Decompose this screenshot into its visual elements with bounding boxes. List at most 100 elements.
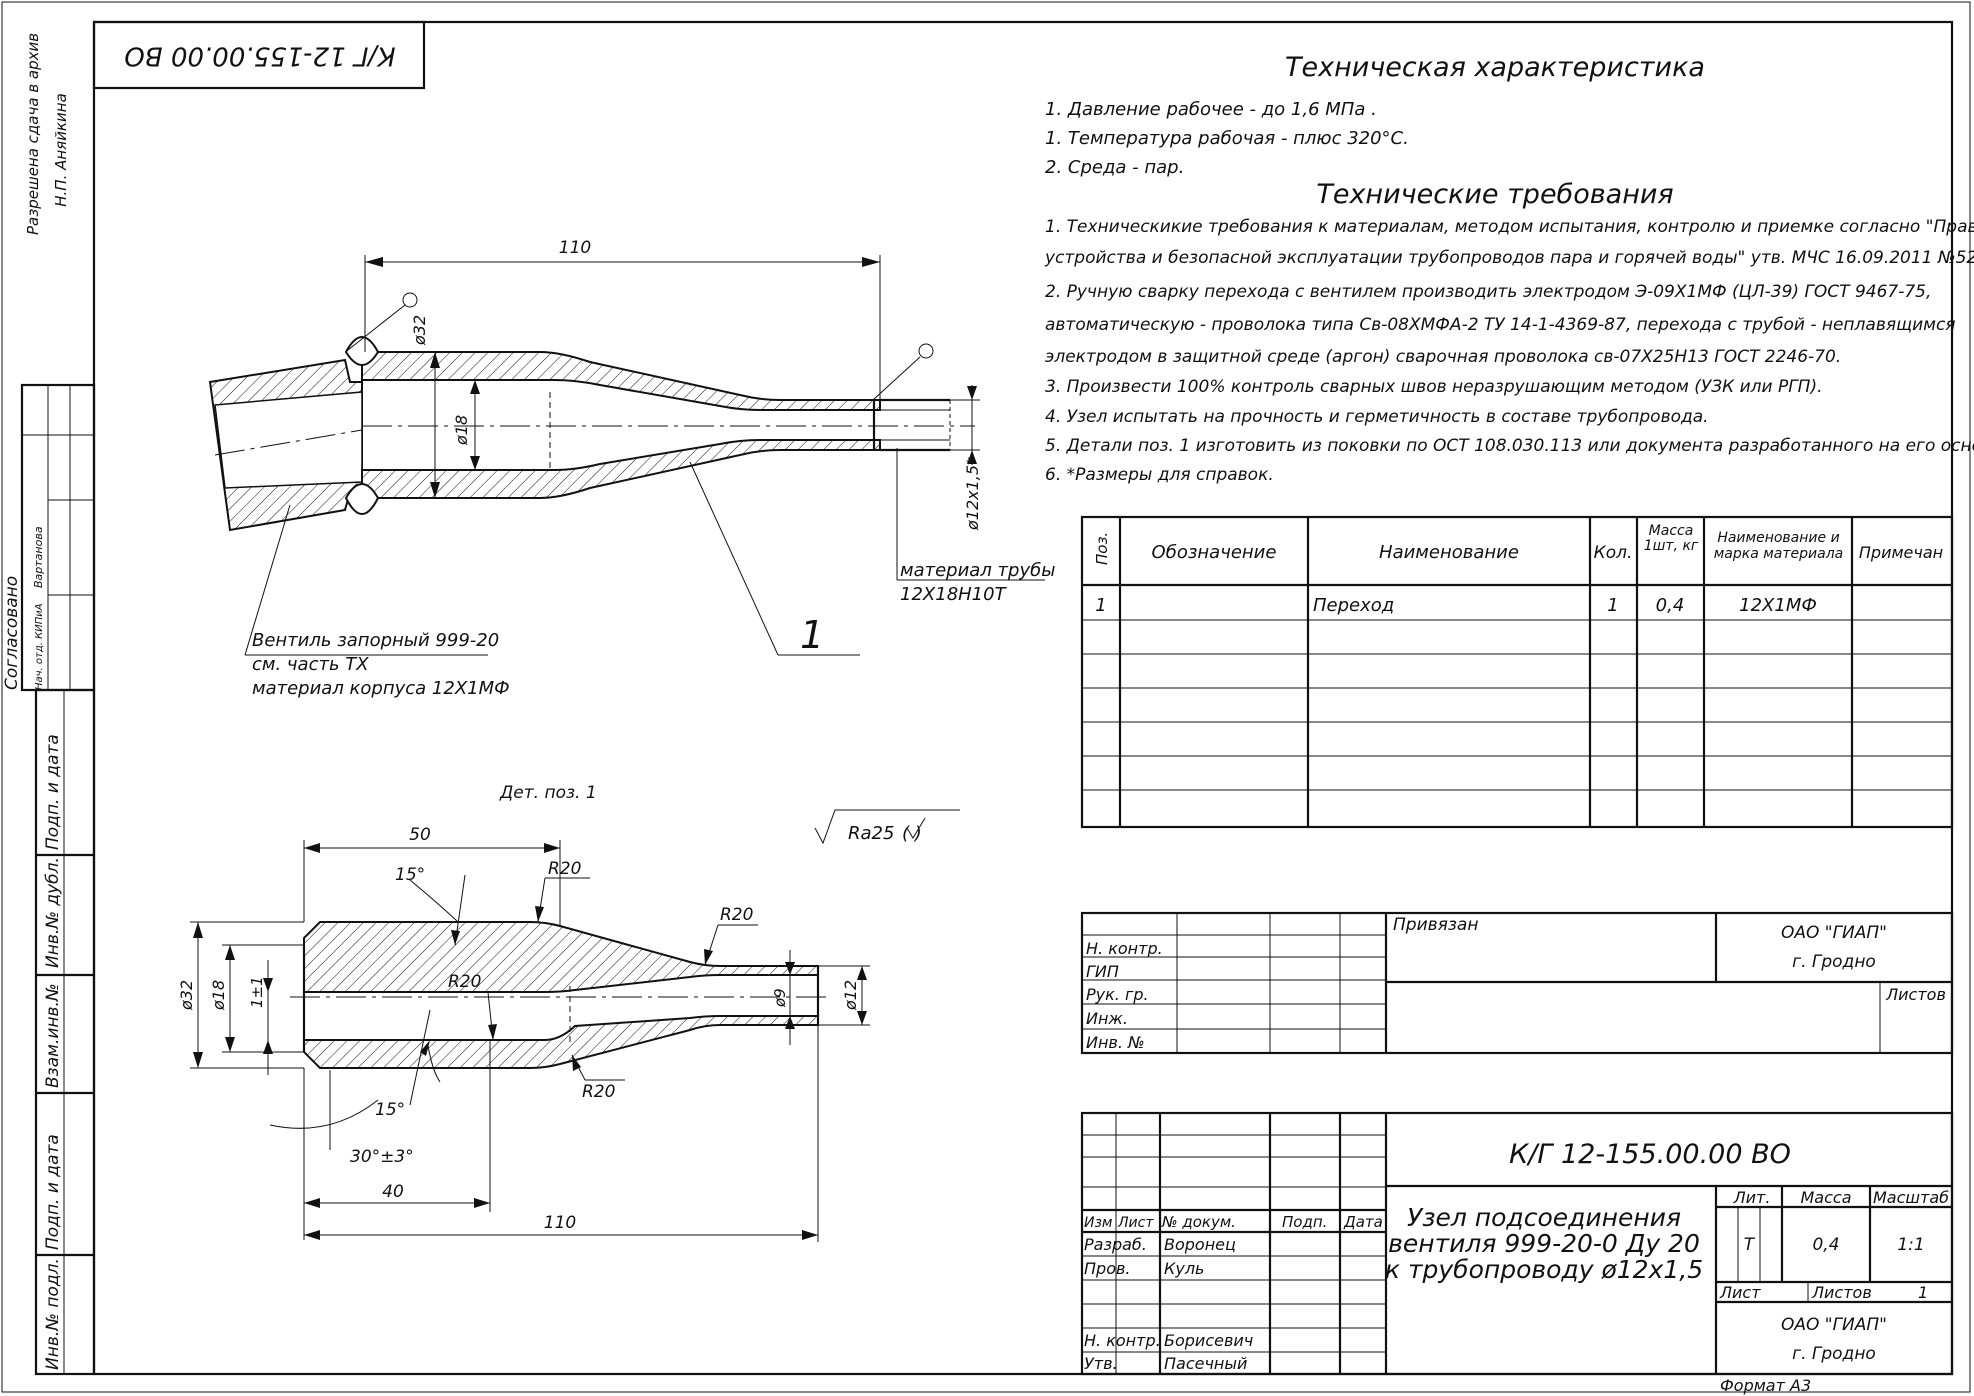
radius-inner: R20 — [448, 972, 481, 992]
detail-lower-wall — [303, 1015, 819, 1069]
roughness-mark: ( ) — [902, 823, 922, 844]
assembly-view: 110 ø32 ø18 ø12х1,5* материал трубы 12Х1… — [208, 238, 1055, 699]
detail-upper-wall — [303, 921, 819, 993]
binding-row-5: Инв. № — [1086, 1033, 1145, 1052]
spec-cell-name: Переход — [1313, 595, 1394, 616]
tech-req-line-6: 3. Произвести 100% контроль сварных швов… — [1045, 377, 1823, 397]
tech-req-line-1: 1. Техническикие требования к материалам… — [1045, 217, 1974, 237]
binding-row-2: ГИП — [1086, 962, 1119, 981]
approval-line-1: Разрешена сдача в архив — [24, 33, 42, 235]
left-margin: Разрешена сдача в архив Н.П. Аняйкина Со… — [2, 33, 96, 1376]
lit-value: Т — [1744, 1235, 1756, 1255]
title-name-3: к трубопроводу ø12х1,5 — [1385, 1255, 1703, 1284]
col-header-date: Дата — [1343, 1213, 1383, 1231]
tech-char-line-3: 2. Среда - пар. — [1045, 157, 1184, 178]
name-approved: Пасечный — [1164, 1354, 1247, 1373]
margin-cell-4: Подп. и дата — [43, 1134, 63, 1250]
binding-bound: Привязан — [1393, 915, 1478, 935]
valve-label-2: см. часть ТХ — [252, 654, 369, 675]
spec-header-designation: Обозначение — [1152, 542, 1277, 563]
binding-block: Н. контр. ГИП Рук. гр. Инж. Инв. № Привя… — [1080, 911, 1954, 1055]
weld-bottom — [344, 483, 380, 515]
tech-req-line-9: 6. *Размеры для справок. — [1045, 465, 1274, 485]
tech-req-line-3: 2. Ручную сварку перехода с вентилем про… — [1045, 282, 1931, 302]
tech-char-line-2: 1. Температура рабочая - плюс 320°С. — [1045, 128, 1409, 149]
role-norm-control: Н. контр. — [1084, 1331, 1161, 1350]
mass-label: Масса — [1800, 1188, 1851, 1207]
spec-header-pos: Поз. — [1093, 532, 1111, 565]
col-header-change: Изм — [1084, 1215, 1113, 1231]
col-header-sheet: Лист — [1117, 1215, 1154, 1231]
format-label: Формат А3 — [1720, 1376, 1811, 1395]
agreed-dept: Нач. отд. КИПиА — [34, 603, 45, 690]
title-name-2: вентиля 999-20-0 Ду 20 — [1388, 1229, 1700, 1258]
spec-cell-pos: 1 — [1095, 595, 1106, 616]
agreed-label: Согласовано — [2, 576, 22, 690]
adapter-upper-wall — [361, 351, 881, 411]
spec-table: Поз. Обозначение Наименование Кол. Масса… — [1080, 515, 1954, 829]
tech-char-title: Техническая характеристика — [1285, 52, 1705, 83]
role-checked: Пров. — [1084, 1259, 1131, 1278]
detail-caption: Дет. поз. 1 — [499, 783, 597, 803]
binding-row-1: Н. контр. — [1086, 939, 1163, 958]
scale-value: 1:1 — [1897, 1235, 1924, 1255]
position-number: 1 — [800, 613, 824, 657]
tech-req-line-2: устройства и безопасной эксплуатации тру… — [1044, 248, 1974, 268]
tech-req-title: Технические требования — [1316, 179, 1673, 210]
binding-org: ОАО "ГИАП" — [1781, 923, 1887, 943]
sheets-label: Листов — [1811, 1283, 1872, 1302]
dim-pipe: ø12х1,5* — [963, 457, 982, 531]
dim-110-assembly: 110 — [559, 238, 591, 258]
detail-view: Дет. поз. 1 Ra25 ( ) 50 40 — [177, 783, 960, 1242]
spec-cell-material: 12Х1МФ — [1739, 595, 1817, 616]
margin-cell-2: Инв.№ дубл. — [43, 857, 63, 968]
margin-cell-1: Подп. и дата — [43, 734, 63, 850]
agreed-name: Вартанова — [32, 526, 45, 588]
dim-d32-detail: ø32 — [177, 980, 196, 1011]
dim-50: 50 — [409, 825, 431, 845]
sheet-label: Лист — [1719, 1283, 1761, 1302]
spec-header-mass: Масса 1шт, кг — [1644, 524, 1699, 554]
dim-d9: ø9 — [771, 988, 789, 1008]
approval-line-2: Н.П. Аняйкина — [52, 93, 70, 207]
roughness-value: Ra25 — [848, 823, 894, 844]
drawing-number-rotated: К/Г 12-155.00.00 ВО — [124, 41, 395, 71]
dim-d18-assembly: ø18 — [452, 415, 471, 446]
title-block: К/Г 12-155.00.00 ВО Изм Лист № докум. По… — [1080, 1111, 1954, 1395]
role-approved: Утв. — [1084, 1354, 1118, 1373]
radius-top-1: R20 — [548, 859, 581, 879]
spec-header-name: Наименование — [1379, 542, 1519, 563]
name-developed: Воронец — [1164, 1235, 1236, 1254]
radius-top-2: R20 — [720, 905, 753, 925]
tech-req-line-8: 5. Детали поз. 1 изготовить из поковки п… — [1045, 436, 1974, 456]
chamfer-angle: 30°±3° — [350, 1147, 414, 1167]
col-header-sign: Подп. — [1282, 1213, 1327, 1231]
sheets-value: 1 — [1918, 1283, 1928, 1302]
tech-char-line-1: 1. Давление рабочее - до 1,6 МПа . — [1045, 99, 1377, 120]
scale-label: Масштаб — [1873, 1188, 1949, 1207]
binding-row-4: Инж. — [1086, 1009, 1128, 1028]
dim-d12: ø12 — [841, 980, 860, 1011]
margin-cell-5: Инв.№ подл. — [43, 1258, 63, 1370]
weld-top — [344, 336, 380, 366]
spec-header-note: Примечан — [1859, 543, 1943, 562]
valve-label-3: материал корпуса 12Х1МФ — [252, 678, 510, 699]
valve-label-1: Вентиль запорный 999-20 — [252, 630, 499, 651]
pipe-material-2: 12Х18Н10Т — [900, 584, 1008, 605]
title-org: ОАО "ГИАП" — [1781, 1315, 1887, 1335]
tech-req-line-5: электродом в защитной среде (аргон) свар… — [1045, 347, 1841, 367]
adapter-lower-wall — [361, 439, 881, 499]
pipe-material-1: материал трубы — [900, 560, 1055, 581]
lit-label: Лит. — [1733, 1188, 1771, 1207]
spec-cell-mass: 0,4 — [1656, 595, 1685, 616]
angle-bottom: 15° — [375, 1100, 405, 1120]
dim-offset: 1±1 — [248, 976, 266, 1008]
mass-value: 0,4 — [1812, 1235, 1839, 1255]
name-checked: Куль — [1164, 1259, 1204, 1278]
binding-sheets: Листов — [1885, 985, 1946, 1004]
radius-bottom: R20 — [582, 1082, 615, 1102]
title-city: г. Гродно — [1792, 1344, 1876, 1364]
dim-d18-detail: ø18 — [209, 980, 228, 1011]
